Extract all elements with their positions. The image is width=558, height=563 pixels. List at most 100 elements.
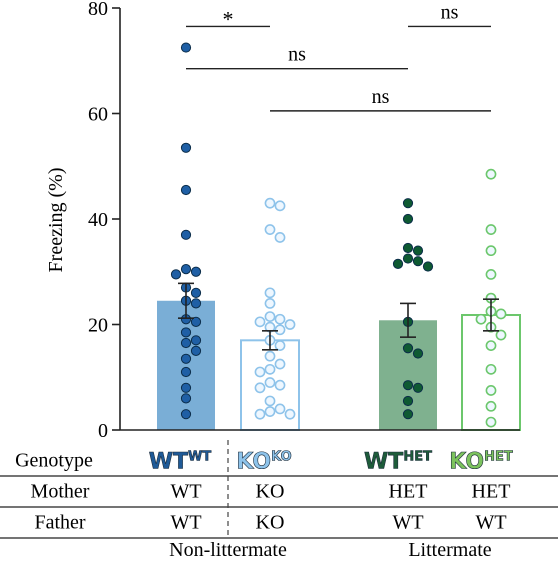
- data-point: [274, 403, 286, 415]
- data-point: [254, 408, 266, 420]
- significance-label: ns: [288, 44, 306, 66]
- table-cell: WT: [170, 512, 201, 534]
- data-point: [264, 377, 276, 388]
- data-point: [485, 416, 497, 428]
- data-point: [180, 353, 192, 364]
- table-cell: WT: [392, 512, 423, 534]
- data-point: [190, 335, 202, 346]
- genotype-name: WT: [149, 450, 188, 475]
- genotype-name: KO: [449, 450, 484, 475]
- data-point: [180, 42, 192, 53]
- data-point: [180, 142, 192, 153]
- significance-label: ns: [441, 1, 459, 23]
- data-point: [264, 297, 276, 309]
- genotype-label-2: KOKO: [236, 450, 291, 475]
- significance-label: *: [223, 6, 234, 31]
- data-point: [485, 340, 497, 351]
- genotype-label-4: KOHET: [449, 450, 513, 475]
- data-point: [422, 261, 434, 272]
- data-point: [274, 313, 286, 325]
- data-point: [402, 343, 414, 354]
- genotype-name: KO: [236, 450, 271, 475]
- data-point: [274, 379, 286, 391]
- genotype-superscript: KO: [271, 450, 292, 465]
- data-point: [412, 245, 424, 256]
- row-label-genotype: Genotype: [15, 450, 93, 472]
- row-label-father: Father: [34, 512, 85, 534]
- data-point: [254, 366, 266, 378]
- data-point: [402, 409, 414, 420]
- data-point: [274, 200, 286, 212]
- table-cell: WT: [475, 512, 506, 534]
- genotype-name: WT: [364, 450, 403, 475]
- category-label: Non-littermate: [169, 539, 287, 561]
- data-point: [284, 319, 296, 330]
- significance-label: ns: [372, 86, 390, 108]
- y-axis-label: Freezing (%): [45, 168, 67, 273]
- data-point: [264, 350, 276, 362]
- y-tick-label: 60: [88, 104, 108, 126]
- data-point: [485, 168, 497, 180]
- data-point: [402, 253, 414, 264]
- genotype-superscript: HET: [484, 450, 513, 465]
- data-point: [485, 268, 497, 280]
- data-point: [402, 380, 414, 391]
- data-point: [485, 385, 497, 396]
- data-point: [190, 287, 202, 298]
- data-point: [284, 408, 296, 420]
- data-point: [264, 406, 276, 417]
- data-point: [180, 382, 192, 393]
- y-tick-label: 40: [88, 209, 108, 231]
- data-point: [485, 224, 497, 235]
- data-point: [180, 264, 192, 275]
- data-point: [495, 329, 507, 341]
- data-point: [264, 224, 276, 235]
- y-tick-label: 20: [88, 315, 108, 337]
- data-point: [264, 287, 276, 299]
- data-point: [274, 358, 286, 370]
- data-point: [264, 363, 276, 375]
- data-point: [190, 345, 202, 356]
- category-label: Littermate: [408, 539, 491, 561]
- genotype-label-1: WTWT: [149, 450, 212, 475]
- row-label-mother: Mother: [31, 481, 90, 503]
- table-cell: HET: [472, 481, 511, 503]
- data-point: [170, 269, 182, 280]
- data-point: [190, 316, 202, 327]
- table-cell: WT: [170, 481, 201, 503]
- data-point: [485, 400, 497, 412]
- genotype-superscript: WT: [188, 450, 211, 465]
- data-point: [274, 232, 286, 243]
- data-point: [264, 197, 276, 209]
- data-point: [254, 382, 266, 394]
- data-point: [412, 256, 424, 267]
- data-point: [402, 198, 414, 209]
- data-point: [190, 266, 202, 277]
- data-point: [402, 242, 414, 254]
- y-tick-label: 0: [98, 420, 108, 442]
- data-point: [392, 258, 404, 269]
- genotype-superscript: HET: [403, 450, 432, 465]
- data-point: [274, 324, 286, 336]
- data-point: [412, 348, 424, 359]
- data-point: [485, 245, 497, 257]
- table-cell: HET: [389, 481, 428, 503]
- data-point: [412, 382, 424, 393]
- data-point: [180, 409, 192, 420]
- data-point: [180, 229, 192, 240]
- data-point: [485, 363, 497, 375]
- data-point: [180, 327, 192, 338]
- data-point: [190, 298, 202, 309]
- data-point: [264, 311, 276, 322]
- data-point: [180, 337, 192, 349]
- data-point: [402, 213, 414, 225]
- data-point: [495, 308, 507, 320]
- data-point: [274, 340, 286, 351]
- data-point: [402, 395, 414, 407]
- data-point: [254, 316, 266, 328]
- y-tick-label: 80: [88, 0, 108, 20]
- data-point: [180, 366, 192, 378]
- data-point: [180, 393, 192, 404]
- data-point: [264, 395, 276, 407]
